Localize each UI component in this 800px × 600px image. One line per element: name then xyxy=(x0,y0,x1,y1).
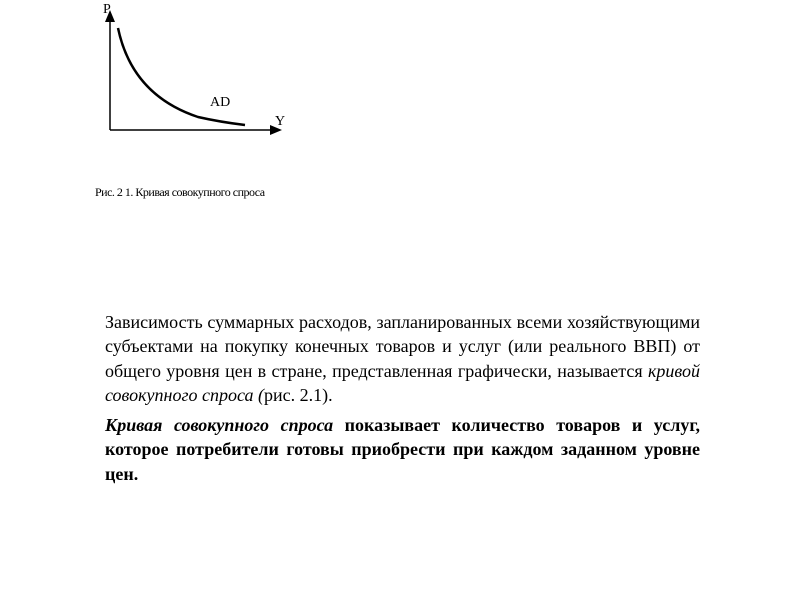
y-axis-label: P xyxy=(103,2,111,18)
paragraph-2: Кривая совокупного спроса показывает кол… xyxy=(105,413,700,486)
p1-text-3: рис. 2.1). xyxy=(264,385,333,405)
x-axis-label: Y xyxy=(275,114,285,130)
ad-curve-chart: P AD Y xyxy=(100,10,320,150)
figure-caption: Рис. 2 1. Кривая совокупного спроса xyxy=(95,185,265,200)
p2-text-italic: Кривая совокупного спроса xyxy=(105,415,333,435)
paragraph-1: Зависимость суммарных расходов, запланир… xyxy=(105,310,700,407)
body-text: Зависимость суммарных расходов, запланир… xyxy=(105,310,700,492)
curve-label: AD xyxy=(210,95,230,111)
p1-text-1: Зависимость суммарных расходов, запланир… xyxy=(105,312,700,381)
